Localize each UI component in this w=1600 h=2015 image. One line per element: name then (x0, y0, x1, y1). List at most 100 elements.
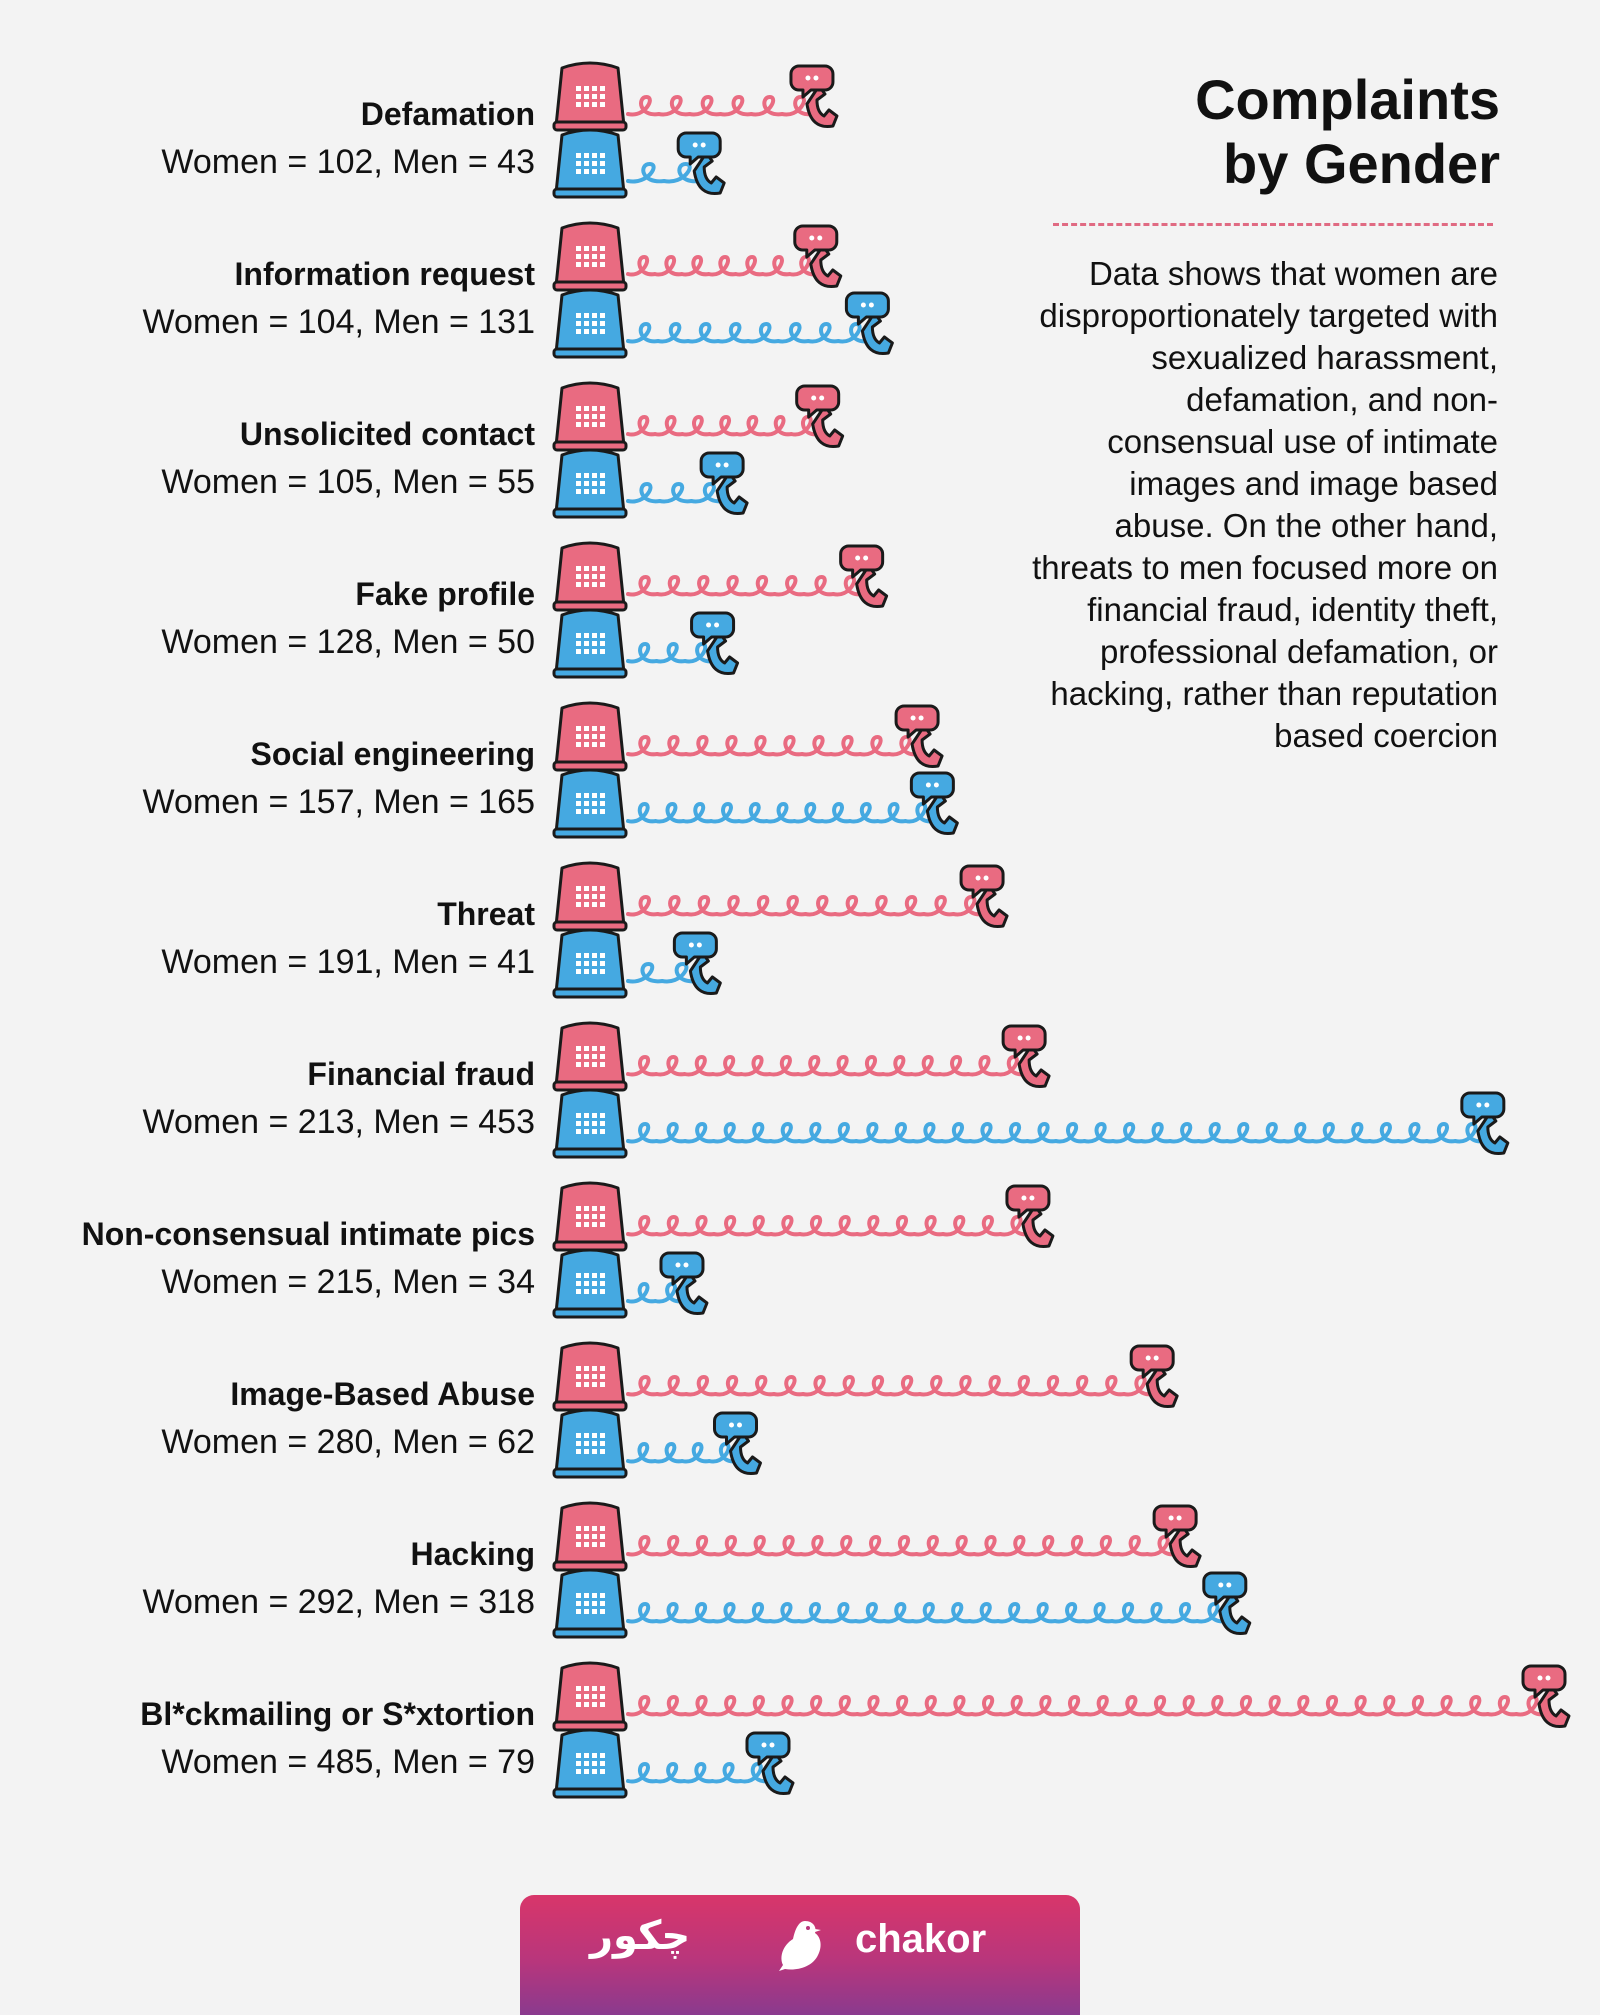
telephone-base-icon (552, 61, 628, 132)
cord-line (626, 94, 815, 117)
cord-line (626, 1281, 685, 1304)
footer-banner: چکور chakor (520, 1895, 1080, 2015)
telephone-base-icon (552, 861, 628, 932)
cord-line (626, 734, 921, 757)
value-label: Women = 280, Men = 62 (161, 1423, 535, 1461)
value-label: Women = 128, Men = 50 (161, 623, 535, 661)
category-label: Fake profile (355, 576, 535, 612)
category-label: Information request (234, 256, 535, 292)
bar-men-9 (552, 1568, 1252, 1639)
cord-line (626, 1054, 1028, 1077)
telephone-handset-icon (1152, 1504, 1202, 1569)
cord-line (626, 321, 871, 344)
telephone-base-icon (552, 1021, 628, 1092)
telephone-base-icon (552, 448, 628, 519)
cord-line (626, 574, 865, 597)
telephone-base-icon (552, 288, 628, 359)
bar-women-8 (552, 1341, 1179, 1412)
telephone-base-icon (552, 1408, 628, 1479)
bar-men-3 (552, 608, 740, 679)
telephone-handset-icon (1005, 1184, 1055, 1249)
value-label: Women = 104, Men = 131 (142, 303, 535, 341)
cord-line (626, 414, 821, 437)
category-label: Defamation (360, 96, 535, 132)
telephone-base-icon (552, 608, 628, 679)
telephone-handset-icon (1521, 1664, 1571, 1729)
telephone-base-icon (552, 928, 628, 999)
category-label: Image-Based Abuse (230, 1376, 535, 1412)
bar-men-5 (552, 928, 722, 999)
telephone-base-icon (552, 1248, 628, 1319)
telephone-handset-icon (1202, 1571, 1252, 1636)
telephone-base-icon (552, 1661, 628, 1732)
value-label: Women = 215, Men = 34 (161, 1263, 535, 1301)
bar-women-9 (552, 1501, 1202, 1572)
telephone-handset-icon (839, 544, 889, 609)
cord-line (626, 481, 726, 504)
value-label: Women = 292, Men = 318 (142, 1583, 535, 1621)
category-label: Threat (437, 896, 535, 932)
cord-line (626, 254, 819, 277)
bar-men-10 (552, 1728, 795, 1799)
cord-line (626, 641, 716, 664)
value-label: Women = 213, Men = 453 (142, 1103, 535, 1141)
cord-line (626, 894, 986, 917)
telephone-handset-icon (909, 771, 959, 836)
cord-line (626, 1121, 1486, 1144)
bird-icon (779, 1921, 821, 1971)
bar-women-5 (552, 861, 1009, 932)
telephone-handset-icon (1129, 1344, 1179, 1409)
telephone-handset-icon (894, 704, 944, 769)
telephone-base-icon (552, 1181, 628, 1252)
telephone-base-icon (552, 1568, 628, 1639)
cord-line (626, 1694, 1547, 1717)
cord-line (626, 1441, 739, 1464)
cord-line (626, 961, 699, 984)
telephone-handset-icon (795, 384, 845, 449)
brand-urdu: چکور (590, 1914, 691, 1958)
category-label: Bl*ckmailing or S*xtortion (140, 1696, 535, 1732)
bar-women-7 (552, 1181, 1055, 1252)
bar-women-1 (552, 221, 843, 292)
divider (1053, 223, 1493, 226)
telephone-base-icon (552, 128, 628, 199)
bar-men-2 (552, 448, 749, 519)
telephone-base-icon (552, 768, 628, 839)
category-label: Social engineering (250, 736, 535, 772)
bar-women-10 (552, 1661, 1571, 1732)
telephone-base-icon (552, 541, 628, 612)
bar-women-4 (552, 701, 944, 772)
category-label: Financial fraud (307, 1056, 535, 1092)
telephone-handset-icon (690, 611, 740, 676)
category-label: Non-consensual intimate pics (81, 1216, 535, 1252)
bar-women-6 (552, 1021, 1051, 1092)
telephone-handset-icon (1001, 1024, 1051, 1089)
title-line-2: by Gender (1223, 132, 1500, 195)
page-title: Complaints by Gender (1080, 68, 1500, 196)
category-label: Hacking (410, 1536, 535, 1572)
value-label: Women = 191, Men = 41 (161, 943, 535, 981)
bar-women-3 (552, 541, 889, 612)
value-label: Women = 102, Men = 43 (161, 143, 535, 181)
telephone-base-icon (552, 701, 628, 772)
telephone-handset-icon (676, 131, 726, 196)
brand-name: chakor (855, 1917, 987, 1961)
telephone-base-icon (552, 1088, 628, 1159)
cord-line (626, 161, 703, 184)
title-line-1: Complaints (1195, 68, 1500, 131)
bar-women-0 (552, 61, 839, 132)
bar-men-8 (552, 1408, 763, 1479)
bar-men-6 (552, 1088, 1510, 1159)
bar-women-2 (552, 381, 845, 452)
value-label: Women = 105, Men = 55 (161, 463, 535, 501)
telephone-handset-icon (844, 291, 894, 356)
telephone-base-icon (552, 381, 628, 452)
telephone-handset-icon (1460, 1091, 1510, 1156)
value-label: Women = 485, Men = 79 (161, 1743, 535, 1781)
telephone-base-icon (552, 1341, 628, 1412)
telephone-handset-icon (672, 931, 722, 996)
telephone-handset-icon (793, 224, 843, 289)
telephone-base-icon (552, 221, 628, 292)
telephone-handset-icon (659, 1251, 709, 1316)
